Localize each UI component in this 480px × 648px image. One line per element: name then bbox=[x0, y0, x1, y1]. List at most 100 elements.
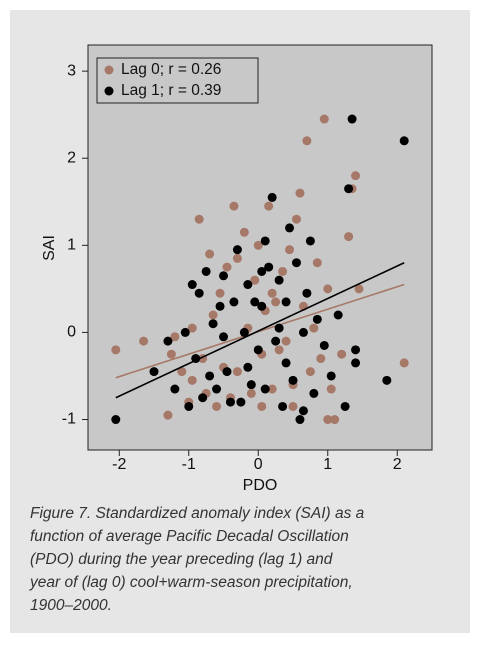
point bbox=[222, 262, 232, 272]
point bbox=[201, 266, 211, 276]
point bbox=[281, 297, 291, 307]
caption: Figure 7. Standardized anomaly index (SA… bbox=[29, 505, 365, 614]
point bbox=[298, 327, 308, 337]
point bbox=[302, 136, 312, 146]
point bbox=[177, 367, 187, 377]
point bbox=[340, 401, 350, 411]
caption-line: 1900–2000. bbox=[30, 597, 112, 614]
point bbox=[305, 236, 315, 246]
point bbox=[351, 345, 361, 355]
point bbox=[236, 397, 246, 407]
point bbox=[344, 184, 354, 194]
y-axis-label: SAI bbox=[41, 235, 58, 261]
point bbox=[149, 367, 159, 377]
point bbox=[215, 301, 225, 311]
caption-line: year of (lag 0) cool+warm-season precipi… bbox=[29, 574, 353, 591]
x-tick-label: 2 bbox=[393, 456, 402, 473]
point bbox=[295, 188, 305, 198]
point bbox=[323, 415, 333, 425]
point bbox=[229, 297, 239, 307]
y-tick-label: -1 bbox=[62, 411, 76, 428]
point bbox=[111, 415, 121, 425]
caption-line: Figure 7. Standardized anomaly index (SA… bbox=[30, 505, 365, 522]
point bbox=[246, 380, 256, 390]
point bbox=[319, 114, 329, 124]
point bbox=[222, 367, 232, 377]
point bbox=[243, 280, 253, 290]
point bbox=[323, 284, 333, 294]
point bbox=[205, 371, 215, 381]
legend-label: Lag 0; r = 0.26 bbox=[121, 61, 221, 78]
point bbox=[239, 327, 249, 337]
point bbox=[250, 275, 260, 285]
point bbox=[187, 323, 197, 333]
point bbox=[194, 288, 204, 298]
point bbox=[229, 201, 239, 211]
caption-line: function of average Pacific Decadal Osci… bbox=[30, 528, 349, 545]
point bbox=[257, 266, 267, 276]
point bbox=[281, 336, 291, 346]
point bbox=[274, 345, 284, 355]
point bbox=[326, 371, 336, 381]
point bbox=[208, 310, 218, 320]
point bbox=[312, 314, 322, 324]
point bbox=[166, 349, 176, 359]
point bbox=[170, 384, 180, 394]
point bbox=[232, 245, 242, 255]
point bbox=[205, 249, 215, 259]
point bbox=[225, 397, 235, 407]
y-tick-label: 2 bbox=[67, 149, 76, 166]
point bbox=[243, 362, 253, 372]
point bbox=[274, 275, 284, 285]
point bbox=[184, 401, 194, 411]
point bbox=[198, 393, 208, 403]
point bbox=[347, 114, 357, 124]
x-tick-label: -1 bbox=[182, 456, 196, 473]
x-tick-label: 1 bbox=[323, 456, 332, 473]
point bbox=[291, 258, 301, 268]
point bbox=[319, 340, 329, 350]
point bbox=[326, 384, 336, 394]
point bbox=[288, 401, 298, 411]
point bbox=[111, 345, 121, 355]
y-tick-label: 1 bbox=[67, 237, 76, 254]
point bbox=[271, 297, 281, 307]
point bbox=[278, 401, 288, 411]
point bbox=[232, 253, 242, 263]
point bbox=[351, 171, 361, 181]
point bbox=[337, 349, 347, 359]
point bbox=[163, 336, 173, 346]
x-axis-label: PDO bbox=[243, 477, 278, 494]
point bbox=[330, 415, 340, 425]
point bbox=[316, 354, 326, 364]
legend-label: Lag 1; r = 0.39 bbox=[121, 82, 221, 99]
legend-box bbox=[96, 57, 259, 104]
point bbox=[309, 323, 319, 333]
point bbox=[139, 336, 149, 346]
point bbox=[281, 358, 291, 368]
point bbox=[212, 401, 222, 411]
point bbox=[239, 227, 249, 237]
point bbox=[291, 214, 301, 224]
point bbox=[298, 406, 308, 416]
point bbox=[208, 319, 218, 329]
point bbox=[382, 375, 392, 385]
point bbox=[260, 384, 270, 394]
point bbox=[187, 280, 197, 290]
point bbox=[285, 223, 295, 233]
caption-line: (PDO) during the year preceding (lag 1) … bbox=[30, 551, 334, 568]
point bbox=[260, 236, 270, 246]
point bbox=[194, 214, 204, 224]
point bbox=[274, 323, 284, 333]
point bbox=[344, 232, 354, 242]
point bbox=[399, 358, 409, 368]
point bbox=[295, 415, 305, 425]
point bbox=[302, 288, 312, 298]
y-tick-label: 3 bbox=[67, 62, 76, 79]
legend-marker bbox=[104, 65, 114, 75]
point bbox=[267, 192, 277, 202]
point bbox=[187, 375, 197, 385]
point bbox=[399, 136, 409, 146]
point bbox=[257, 401, 267, 411]
point bbox=[212, 384, 222, 394]
